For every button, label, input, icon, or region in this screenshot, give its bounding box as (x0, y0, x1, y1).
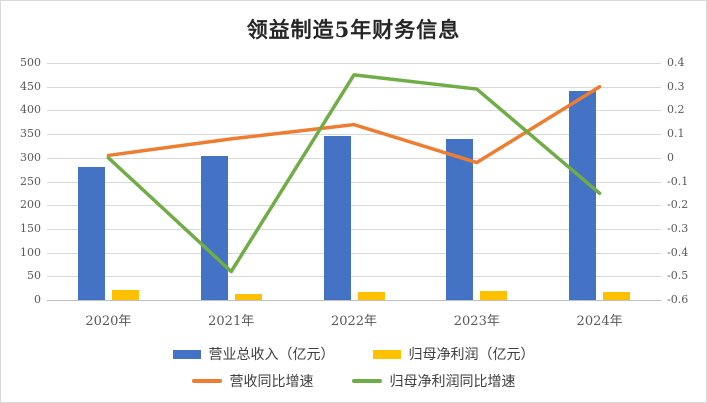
gridline (47, 252, 661, 254)
x-axis-label: 2023年 (453, 314, 500, 329)
left-axis-tick: 50 (27, 269, 41, 283)
bar-net-profit (480, 290, 508, 300)
bar-revenue (77, 166, 105, 300)
bar-revenue (200, 155, 228, 300)
left-axis-tick: 300 (20, 150, 41, 164)
gridline (47, 86, 661, 88)
x-axis-baseline (47, 300, 661, 301)
legend-swatch-net-profit-growth-line (351, 379, 382, 383)
left-axis-tick: 450 (20, 79, 41, 93)
right-axis-tick: -0.1 (667, 174, 689, 188)
bar-revenue (569, 90, 597, 300)
right-axis-tick: 0.1 (667, 127, 685, 141)
legend-row-bars: 营业总收入（亿元） 归母净利润（亿元） (1, 344, 706, 364)
legend-item-net-profit-growth: 归母净利润同比增速 (351, 371, 516, 391)
right-axis-tick: 0.4 (667, 56, 685, 69)
left-axis-tick: 150 (20, 221, 41, 235)
gridline (47, 110, 661, 112)
line-net-profit-growth (106, 73, 602, 274)
chart-title: 领益制造5年财务信息 (246, 17, 461, 42)
left-axis-tick: 400 (20, 103, 41, 117)
bar-net-profit (111, 289, 139, 300)
gridline (47, 134, 661, 136)
gridline (47, 157, 661, 159)
bar-net-profit (603, 291, 631, 300)
gridline (47, 228, 661, 230)
legend-item-net-profit: 归母净利润（亿元） (372, 344, 535, 364)
legend-label-revenue: 营业总收入（亿元） (208, 347, 335, 363)
right-axis-tick: -0.4 (667, 245, 689, 259)
legend-item-revenue: 营业总收入（亿元） (172, 344, 335, 364)
legend-label-net-profit-growth: 归母净利润同比增速 (389, 374, 516, 390)
left-axis-tick: 250 (20, 174, 41, 188)
gridline (47, 205, 661, 207)
x-axis-label: 2020年 (85, 314, 132, 329)
legend-item-revenue-growth: 营收同比增速 (191, 371, 314, 391)
left-axis-tick: 100 (20, 245, 41, 259)
right-axis-tick: 0.2 (667, 103, 685, 117)
gridline (47, 276, 661, 278)
x-axis-label: 2021年 (208, 314, 255, 329)
legend-label-revenue-growth: 营收同比增速 (229, 374, 314, 390)
legend-label-net-profit: 归母净利润（亿元） (408, 347, 535, 363)
right-axis-tick: 0.3 (667, 79, 685, 93)
bar-net-profit (234, 294, 262, 300)
left-axis-tick: 0 (34, 293, 41, 306)
left-axis-tick: 500 (20, 56, 41, 69)
plot-area (47, 63, 661, 301)
bar-revenue (446, 138, 474, 300)
right-axis-tick: -0.5 (667, 269, 689, 283)
right-axis-tick: -0.2 (667, 198, 689, 212)
right-axis-tick: -0.6 (667, 293, 689, 306)
x-axis-label: 2024年 (576, 314, 623, 329)
line-revenue-growth (106, 84, 602, 165)
bar-net-profit (357, 292, 385, 300)
right-axis-tick: 0 (667, 150, 674, 164)
legend-swatch-net-profit-bar (372, 349, 401, 359)
legend-swatch-revenue-growth-line (191, 379, 222, 383)
x-axis-label: 2022年 (330, 314, 378, 329)
gridline (47, 181, 661, 183)
right-axis-tick: -0.3 (667, 221, 689, 235)
legend-row-lines: 营收同比增速 归母净利润同比增速 (1, 371, 706, 391)
left-axis-tick: 200 (20, 198, 41, 212)
left-axis-tick: 350 (20, 127, 41, 141)
gridline (47, 63, 661, 64)
line-series-layer (106, 73, 602, 274)
legend-swatch-revenue-bar (172, 349, 201, 359)
bar-revenue (323, 136, 351, 300)
